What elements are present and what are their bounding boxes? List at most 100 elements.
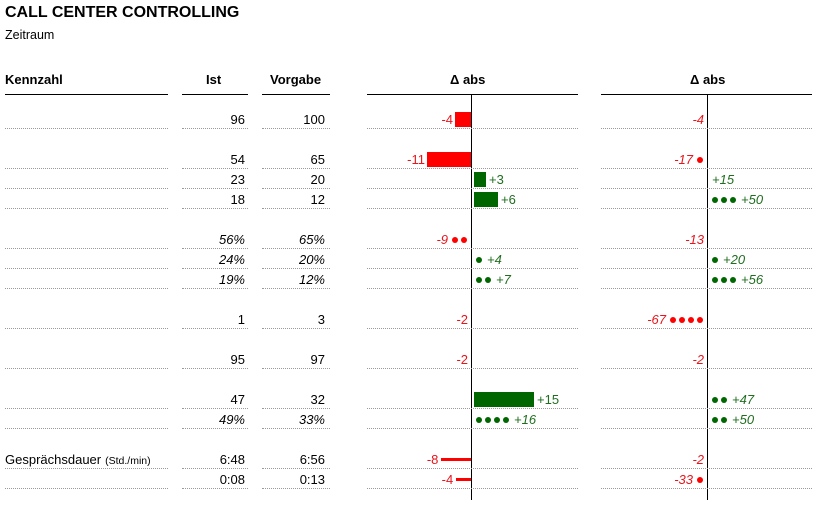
row-separator [262, 268, 330, 269]
vorgabe-value: 20 [310, 172, 325, 187]
row-separator [262, 328, 330, 329]
delta-2-label: -33 [674, 472, 693, 487]
delta-1-label: -4 [441, 112, 453, 127]
delta-1-bar [474, 172, 486, 187]
row-separator [262, 368, 330, 369]
delta-1-bar [455, 112, 471, 127]
delta-1-label: +16 [514, 412, 537, 427]
row-separator [601, 408, 812, 409]
row-separator [182, 468, 248, 469]
row-separator [601, 488, 812, 489]
row-separator [367, 468, 578, 469]
row-separator [601, 368, 812, 369]
delta-2-dot [730, 277, 736, 283]
ist-value: 96 [230, 112, 245, 127]
row-separator [367, 328, 578, 329]
ist-value: 24% [218, 252, 245, 267]
delta-1-dot [476, 417, 482, 423]
delta-1-label: +6 [501, 192, 516, 207]
vorgabe-value: 6:56 [299, 452, 325, 467]
row-separator [262, 288, 330, 289]
row-separator [5, 268, 168, 269]
row-separator [182, 408, 248, 409]
delta-1-dot [503, 417, 509, 423]
ist-value: 49% [218, 412, 245, 427]
ist-value: 6:48 [219, 452, 245, 467]
vorgabe-value: 97 [310, 352, 325, 367]
delta-1-label: -2 [456, 312, 468, 327]
delta-2-label: -2 [692, 352, 704, 367]
vorgabe-value: 20% [298, 252, 325, 267]
delta-2-dot [712, 397, 718, 403]
delta-1-label: +7 [496, 272, 511, 287]
row-separator [367, 288, 578, 289]
row-separator [5, 168, 168, 169]
row-separator [601, 168, 812, 169]
row-separator [367, 248, 578, 249]
delta-2-dot [721, 277, 727, 283]
period-subtitle: Zeitraum [5, 28, 55, 42]
delta-2-label: -67 [647, 312, 666, 327]
delta-1-dot [476, 257, 482, 263]
row-separator [601, 248, 812, 249]
row-separator [262, 408, 330, 409]
row-separator [367, 168, 578, 169]
header-underline-ist [182, 94, 248, 95]
delta-2-label: -13 [685, 232, 704, 247]
ist-value: 56% [218, 232, 245, 247]
vorgabe-value: 3 [317, 312, 325, 327]
row-separator [262, 248, 330, 249]
row-separator [262, 488, 330, 489]
delta-1-label: -2 [456, 352, 468, 367]
ist-value: 1 [237, 312, 245, 327]
row-separator [262, 428, 330, 429]
row-separator [5, 368, 168, 369]
header-underline-delta-1 [367, 94, 578, 95]
delta-1-label: -8 [426, 452, 439, 467]
row-separator [5, 208, 168, 209]
row-separator [5, 328, 168, 329]
delta-1-dot [452, 237, 458, 243]
header-ist: Ist [206, 72, 222, 87]
delta-2-dot [688, 317, 694, 323]
delta-1-bar [427, 152, 471, 167]
delta-1-label: -11 [407, 152, 425, 167]
vorgabe-value: 33% [298, 412, 325, 427]
header-underline-kennzahl [5, 94, 168, 95]
row-separator [182, 328, 248, 329]
vorgabe-value: 0:13 [299, 472, 325, 487]
row-separator [601, 328, 812, 329]
delta-2-dot [712, 277, 718, 283]
row-separator [182, 288, 248, 289]
row-separator [182, 188, 248, 189]
delta-2-zero-axis [707, 95, 708, 500]
delta-2-dot [721, 417, 727, 423]
header-delta-abs-2: Δ abs [690, 72, 726, 87]
row-separator [367, 408, 578, 409]
delta-1-bar [474, 392, 534, 407]
ist-value: 23 [230, 172, 245, 187]
delta-1-line [456, 478, 471, 481]
row-separator [367, 488, 578, 489]
row-separator [5, 488, 168, 489]
header-delta-abs-1: Δ abs [450, 72, 486, 87]
delta-2-label: -4 [692, 112, 704, 127]
delta-2-label: +47 [732, 392, 755, 407]
ist-value: 0:08 [219, 472, 245, 487]
vorgabe-value: 32 [310, 392, 325, 407]
delta-2-label: +50 [741, 192, 764, 207]
header-vorgabe: Vorgabe [270, 72, 322, 87]
delta-2-dot [712, 417, 718, 423]
delta-2-dot [730, 197, 736, 203]
delta-2-dot [679, 317, 685, 323]
vorgabe-value: 12% [298, 272, 325, 287]
row-separator [182, 488, 248, 489]
vorgabe-value: 65% [298, 232, 325, 247]
delta-1-label: +15 [537, 392, 560, 407]
row-separator [5, 248, 168, 249]
row-separator [601, 288, 812, 289]
row-separator [182, 368, 248, 369]
ist-value: 19% [218, 272, 245, 287]
delta-2-dot [721, 397, 727, 403]
kpi-unit: (Std./min) [105, 455, 151, 467]
